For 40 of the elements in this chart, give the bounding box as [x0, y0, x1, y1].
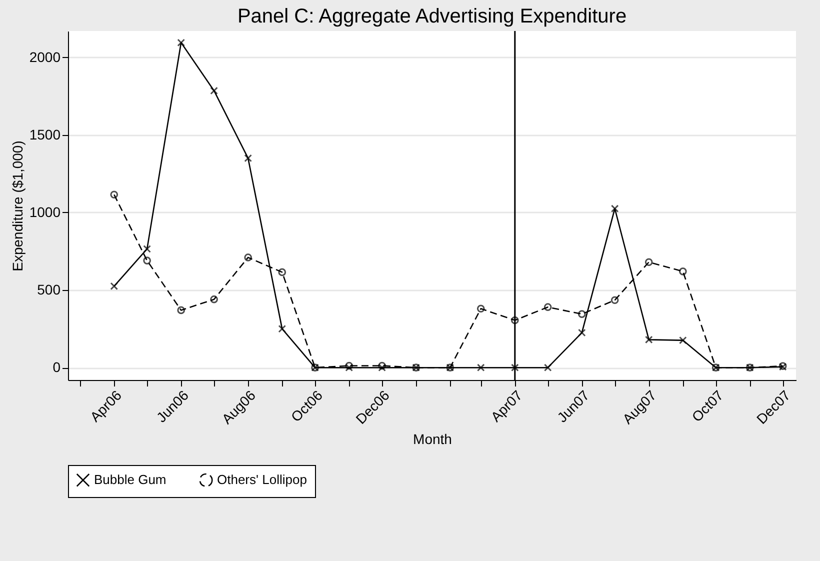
point	[345, 362, 354, 370]
point	[610, 204, 619, 213]
point	[244, 254, 252, 262]
point	[378, 364, 386, 372]
legend-label: Others' Lollipop	[217, 472, 307, 488]
point	[678, 268, 687, 276]
point	[544, 303, 552, 312]
point	[610, 296, 619, 304]
point	[510, 316, 519, 324]
point	[678, 336, 687, 344]
x-axis-title: Month	[413, 431, 452, 448]
y-tick-label: 1500	[29, 126, 61, 142]
point	[476, 364, 485, 372]
point	[210, 295, 218, 304]
point	[510, 364, 519, 372]
point	[177, 38, 186, 47]
y-tick-label: 0	[52, 359, 61, 376]
point	[278, 324, 286, 333]
point	[210, 86, 218, 95]
point	[476, 304, 485, 313]
point	[378, 362, 386, 370]
point	[143, 256, 151, 264]
chart-title: Panel C: Aggregate Advertising Expenditure	[237, 5, 627, 28]
point	[177, 306, 186, 314]
y-tick-label: 500	[37, 282, 61, 298]
y-tick-label: 2000	[29, 48, 61, 65]
point	[578, 328, 586, 337]
point	[110, 282, 118, 290]
point	[345, 364, 354, 372]
point	[143, 245, 151, 253]
point	[644, 258, 653, 266]
point	[110, 190, 118, 199]
y-axis-title: Expenditure ($1,000)	[9, 140, 26, 272]
y-tick-label: 1000	[29, 204, 61, 220]
point	[244, 154, 252, 162]
point	[544, 364, 552, 372]
point	[578, 310, 586, 318]
point	[278, 268, 286, 276]
point	[644, 336, 653, 344]
legend-label: Bubble Gum	[94, 472, 166, 488]
